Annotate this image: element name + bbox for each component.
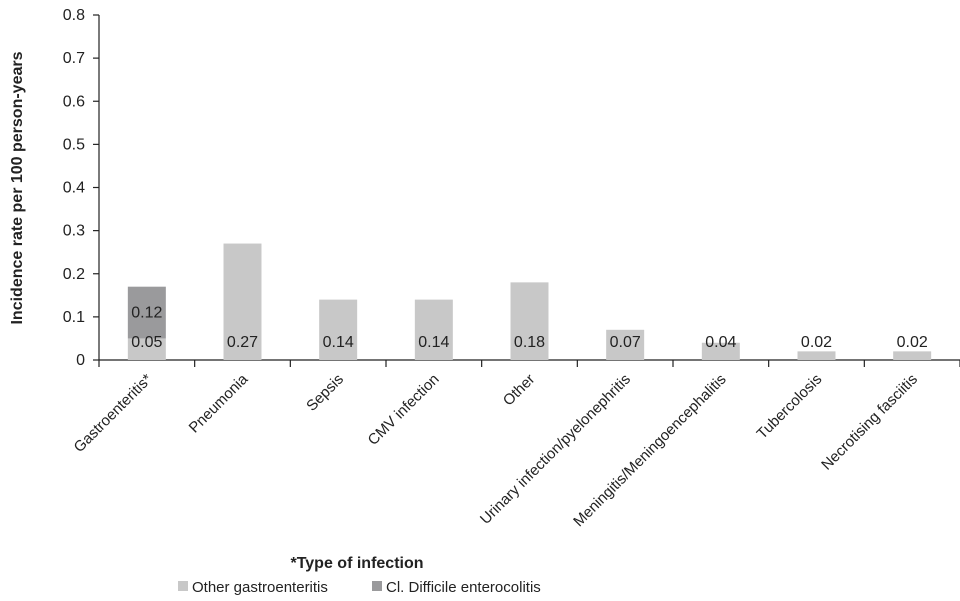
legend-label: Other gastroenteritis — [192, 579, 328, 596]
y-tick-label: 0.8 — [63, 7, 85, 24]
category-label: Pneumonia — [186, 370, 252, 436]
y-tick-label: 0.1 — [63, 309, 85, 326]
category-label: CMV infection — [365, 371, 443, 449]
data-label: 0.05 — [131, 334, 162, 351]
data-labels: 0.05 0.12 0.27 0.14 0.14 0.18 0.07 0.04 0.02 0.02 — [131, 305, 928, 351]
y-tick-label: 0.7 — [63, 50, 85, 67]
y-tick-label: 0.4 — [63, 180, 85, 197]
data-label: 0.07 — [610, 334, 641, 351]
category-label: Tubercolosis — [754, 371, 826, 443]
data-label: 0.02 — [801, 334, 832, 351]
legend-swatch — [178, 581, 188, 591]
bar-segment — [127, 338, 166, 360]
bar-segment — [319, 299, 358, 360]
legend-label: Cl. Difficile enterocolitis — [386, 579, 541, 596]
category-label: Sepsis — [303, 371, 347, 415]
data-label: 0.27 — [227, 334, 258, 351]
y-axis-title: Incidence rate per 100 person-years — [9, 51, 26, 324]
y-tick-label: 0.3 — [63, 223, 85, 240]
data-label: 0.02 — [897, 334, 928, 351]
data-label: 0.12 — [131, 305, 162, 322]
bar-segment — [414, 299, 453, 360]
data-label: 0.14 — [418, 334, 449, 351]
data-label: 0.14 — [323, 334, 354, 351]
x-axis-title: *Type of infection — [290, 555, 423, 572]
bar-segment — [606, 329, 645, 360]
x-axis — [98, 359, 960, 367]
bar-segment — [797, 351, 836, 360]
y-tick-label: 0.2 — [63, 266, 85, 283]
legend-swatch — [372, 581, 382, 591]
bar-segment — [127, 286, 166, 339]
category-label: Urinary infection/pyelonephritis — [477, 371, 634, 528]
category-label: Meningitis/Meningoencephalitis — [570, 371, 729, 530]
bar-segment — [701, 342, 740, 360]
y-axis: 0 0.1 0.2 0.3 0.4 0.5 0.6 0.7 0.8 — [63, 7, 100, 369]
category-label: Gastroenteritis* — [71, 371, 156, 456]
bar-segment — [223, 243, 262, 360]
category-label: Necrotising fasciitis — [818, 371, 921, 474]
bar-segment — [893, 351, 932, 360]
category-labels: Gastroenteritis* Pneumonia Sepsis CMV infec… — [71, 370, 921, 530]
data-label: 0.04 — [705, 334, 736, 351]
y-tick-label: 0.5 — [63, 136, 85, 153]
data-label: 0.18 — [514, 334, 545, 351]
bar-segment — [510, 282, 549, 360]
category-label: Other — [500, 371, 539, 410]
y-tick-label: 0.6 — [63, 93, 85, 110]
bars — [127, 243, 932, 360]
legend: Other gastroenteritis Cl. Difficile enter… — [178, 579, 541, 596]
y-tick-label: 0 — [76, 352, 85, 369]
